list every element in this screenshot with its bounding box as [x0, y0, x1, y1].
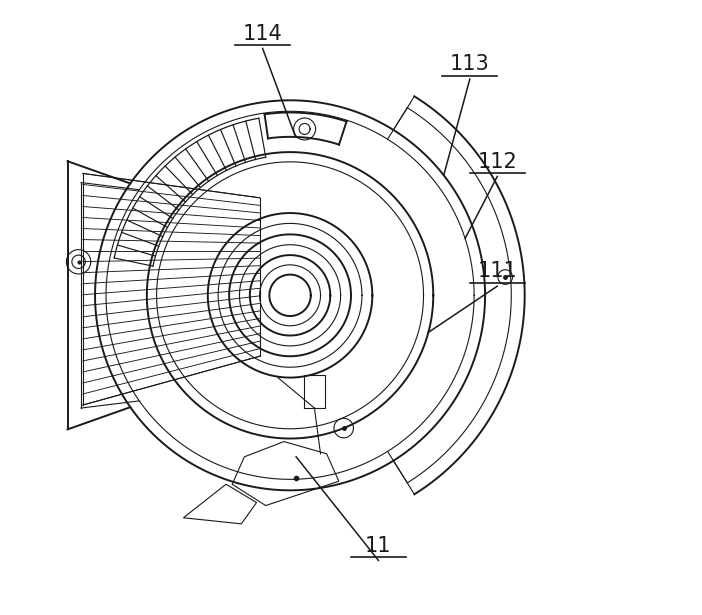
Text: 111: 111 [477, 261, 517, 281]
Text: 113: 113 [450, 54, 490, 74]
Text: 112: 112 [477, 151, 517, 172]
Text: 11: 11 [365, 536, 392, 555]
Text: 114: 114 [243, 23, 282, 44]
